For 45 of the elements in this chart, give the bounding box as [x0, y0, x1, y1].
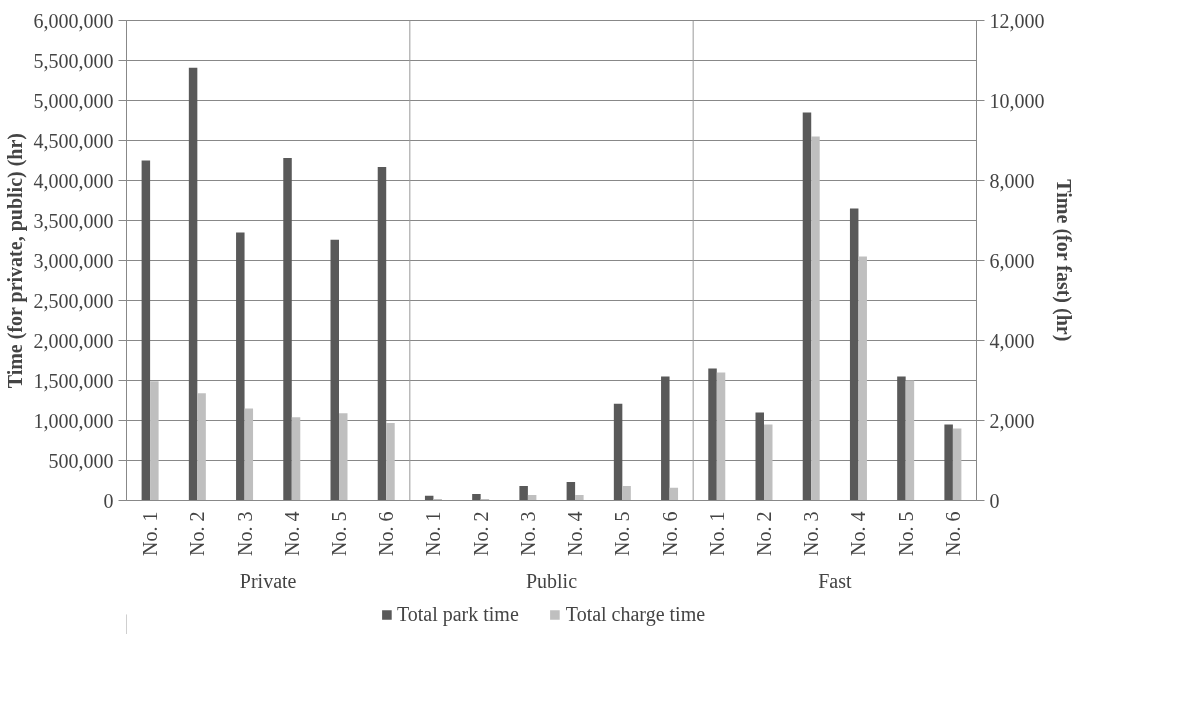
y2-tick-label: 8,000 — [989, 169, 1035, 192]
x-tick-label: No. 5 — [611, 511, 634, 556]
text: Fast — [818, 569, 852, 592]
y2-axis-title: Time (for fast) (hr) — [1051, 179, 1075, 342]
x-tick-label: No. 1 — [422, 511, 445, 556]
y-tick-label: 3,000,000 — [33, 249, 114, 272]
x-tick-label: No. 4 — [564, 511, 587, 556]
y-axis-title: Time (for private, public) (hr) — [3, 133, 27, 389]
x-tick-label: No. 6 — [941, 511, 964, 556]
x-tick-label: No. 4 — [847, 511, 870, 556]
y-tick-label: 2,500,000 — [33, 289, 114, 312]
x-tick-label: No. 1 — [705, 511, 728, 556]
y-tick-label: 4,500,000 — [33, 129, 114, 152]
y2-tick-label: 6,000 — [989, 249, 1035, 272]
y-tick-label: 5,000,000 — [33, 89, 114, 112]
legend-label: Total charge time — [565, 602, 706, 626]
x-tick-label: No. 6 — [375, 511, 398, 556]
y2-tick-label: 12,000 — [989, 9, 1045, 32]
y2-tick-label: 4,000 — [989, 329, 1035, 352]
y-tick-label: 4,000,000 — [33, 169, 114, 192]
x-tick-label: No. 2 — [753, 511, 775, 556]
x-tick-label: No. 2 — [469, 511, 492, 556]
x-tick-label: No. 3 — [233, 511, 256, 556]
x-tick-label: No. 6 — [658, 511, 681, 556]
x-tick-label: No. 5 — [328, 511, 350, 556]
x-tick-label: No. 1 — [139, 511, 162, 556]
y-tick-label: 500,000 — [48, 449, 114, 472]
y-tick-label: 5,500,000 — [33, 49, 114, 72]
text: Private — [239, 569, 297, 592]
y-tick-label: 1,500,000 — [33, 369, 114, 392]
x-tick-label: No. 3 — [516, 511, 539, 556]
text: Public — [525, 569, 578, 592]
y-tick-label: 3,500,000 — [33, 209, 114, 232]
x-tick-label: No. 5 — [894, 511, 917, 556]
x-tick-label: No. 2 — [186, 511, 209, 556]
y2-tick-label: 10,000 — [989, 89, 1045, 112]
x-tick-label: No. 3 — [800, 511, 823, 556]
y-tick-label: 0 — [103, 489, 114, 512]
y-tick-label: 6,000,000 — [33, 9, 114, 32]
x-tick-label: No. 4 — [280, 511, 303, 556]
y2-tick-label: 2,000 — [989, 409, 1035, 432]
y-tick-label: 1,000,000 — [33, 409, 114, 432]
y-tick-label: 2,000,000 — [33, 329, 114, 352]
legend-label: Total park time — [396, 602, 519, 626]
y2-tick-label: 0 — [989, 489, 1000, 512]
